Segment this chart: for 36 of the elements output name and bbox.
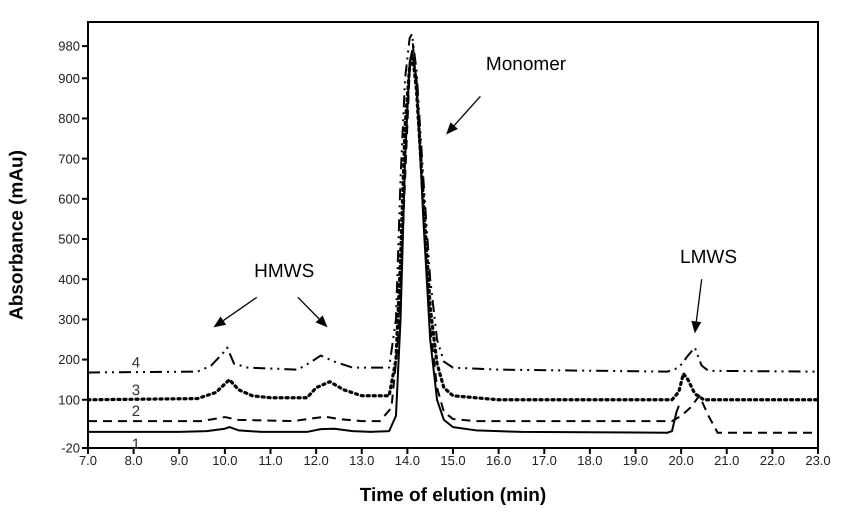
x-tick-label: 14.0: [394, 453, 420, 468]
x-tick-label: 23.0: [805, 453, 831, 468]
x-tick-label: 18.0: [577, 453, 603, 468]
x-tick-label: 11.0: [258, 453, 283, 468]
x-tick-label: 20.0: [668, 453, 694, 468]
y-tick-label: 100: [58, 392, 80, 408]
x-tick-label: 16.0: [486, 453, 512, 468]
x-tick-label: 21.0: [714, 453, 740, 468]
y-tick-label: -20: [61, 440, 80, 456]
y-tick-label: 700: [58, 151, 80, 166]
x-tick-label: 22.0: [760, 453, 786, 468]
y-tick-label: 980: [58, 38, 80, 54]
x-tick-label: 19.0: [622, 453, 648, 468]
x-tick-label: 17.0: [532, 453, 557, 468]
annotation: Monomer: [486, 54, 567, 76]
series-label: 2: [132, 403, 140, 420]
y-tick-label: 600: [58, 191, 80, 206]
y-tick-label: 500: [58, 232, 80, 247]
x-tick-label: 15.0: [440, 453, 466, 468]
y-tick-label: 200: [58, 352, 80, 368]
x-tick-label: 7.0: [78, 453, 98, 468]
x-tick-label: 12.0: [303, 453, 329, 468]
series-label: 3: [132, 382, 140, 399]
y-axis-title: Absorbance (mAu): [6, 150, 28, 320]
annotation: LMWS: [680, 247, 737, 268]
annotation: HMWS: [254, 261, 314, 282]
y-tick-label: 800: [58, 111, 80, 126]
y-tick-label: 400: [58, 272, 80, 287]
x-tick-label: 10.0: [212, 453, 238, 468]
x-tick-label: 13.0: [349, 453, 374, 468]
y-tick-label: 900: [58, 70, 80, 86]
x-tick-label: 9.0: [170, 453, 188, 468]
x-tick-label: 8.0: [124, 453, 143, 468]
y-tick-label: 300: [58, 312, 80, 328]
x-axis-title: Time of elution (min): [360, 485, 546, 506]
series-label: 4: [132, 354, 140, 372]
